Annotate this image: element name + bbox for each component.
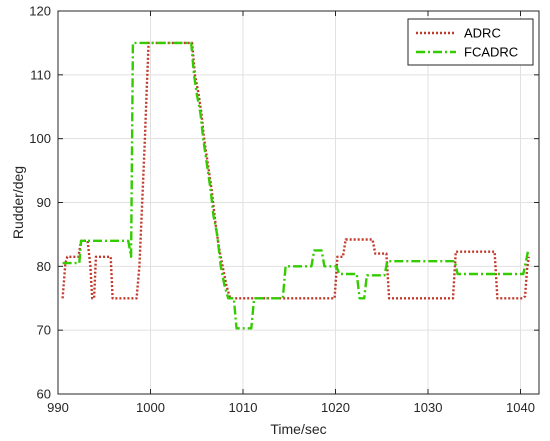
y-tick-label: 110 <box>30 67 51 82</box>
x-tick-label: 1000 <box>136 400 165 415</box>
y-tick-label: 90 <box>37 195 51 210</box>
x-tick-label: 1040 <box>506 400 535 415</box>
x-tick-label: 990 <box>47 400 69 415</box>
x-tick-label: 1030 <box>414 400 443 415</box>
series-layer <box>61 41 530 330</box>
y-tick-label: 60 <box>37 387 51 402</box>
y-tick-label: 120 <box>29 4 51 19</box>
x-axis-label: Time/sec <box>270 421 326 437</box>
x-tick-label: 1020 <box>321 400 350 415</box>
x-tick-label: 1010 <box>229 400 258 415</box>
legend-label-fcadrc: FCADRC <box>464 45 518 60</box>
tick-labels: 990 1000 1010 1020 1030 1040 60 70 80 90 100 110 120 <box>29 4 535 416</box>
ticks <box>57 10 539 395</box>
legend: ADRC FCADRC <box>407 18 534 66</box>
legend-label-adrc: ADRC <box>464 26 501 41</box>
y-tick-label: 70 <box>37 323 51 338</box>
y-axis-label: Rudder/deg <box>10 166 26 239</box>
y-tick-label: 80 <box>37 259 51 274</box>
y-tick-label: 100 <box>29 131 51 146</box>
series-line-fcadrc <box>62 41 530 330</box>
legend-box <box>407 18 534 66</box>
